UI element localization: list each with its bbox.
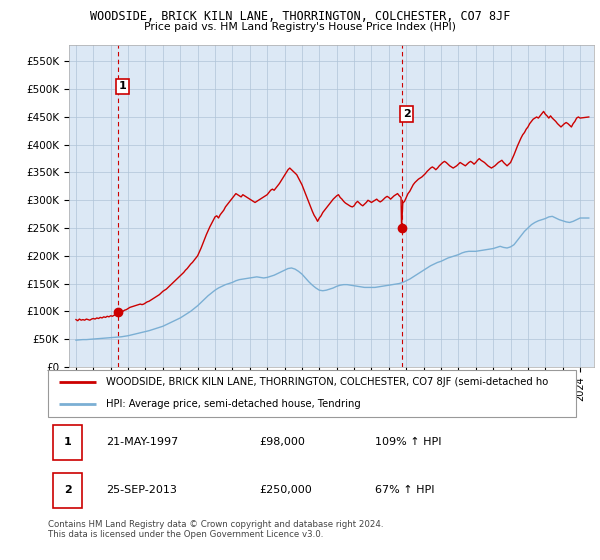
FancyBboxPatch shape: [53, 424, 82, 460]
Text: 21-MAY-1997: 21-MAY-1997: [106, 437, 178, 447]
FancyBboxPatch shape: [53, 473, 82, 508]
FancyBboxPatch shape: [48, 370, 576, 417]
Text: 67% ↑ HPI: 67% ↑ HPI: [376, 485, 435, 495]
Text: Price paid vs. HM Land Registry's House Price Index (HPI): Price paid vs. HM Land Registry's House …: [144, 22, 456, 32]
Text: 1: 1: [64, 437, 71, 447]
Text: 109% ↑ HPI: 109% ↑ HPI: [376, 437, 442, 447]
Text: £98,000: £98,000: [259, 437, 305, 447]
Text: £250,000: £250,000: [259, 485, 312, 495]
Text: 2: 2: [64, 485, 71, 495]
Text: WOODSIDE, BRICK KILN LANE, THORRINGTON, COLCHESTER, CO7 8JF (semi-detached ho: WOODSIDE, BRICK KILN LANE, THORRINGTON, …: [106, 377, 548, 388]
Text: 25-SEP-2013: 25-SEP-2013: [106, 485, 177, 495]
Text: WOODSIDE, BRICK KILN LANE, THORRINGTON, COLCHESTER, CO7 8JF: WOODSIDE, BRICK KILN LANE, THORRINGTON, …: [90, 10, 510, 23]
Text: 2: 2: [403, 109, 410, 119]
Text: HPI: Average price, semi-detached house, Tendring: HPI: Average price, semi-detached house,…: [106, 399, 361, 409]
Text: Contains HM Land Registry data © Crown copyright and database right 2024.
This d: Contains HM Land Registry data © Crown c…: [48, 520, 383, 539]
Text: 1: 1: [119, 81, 127, 91]
